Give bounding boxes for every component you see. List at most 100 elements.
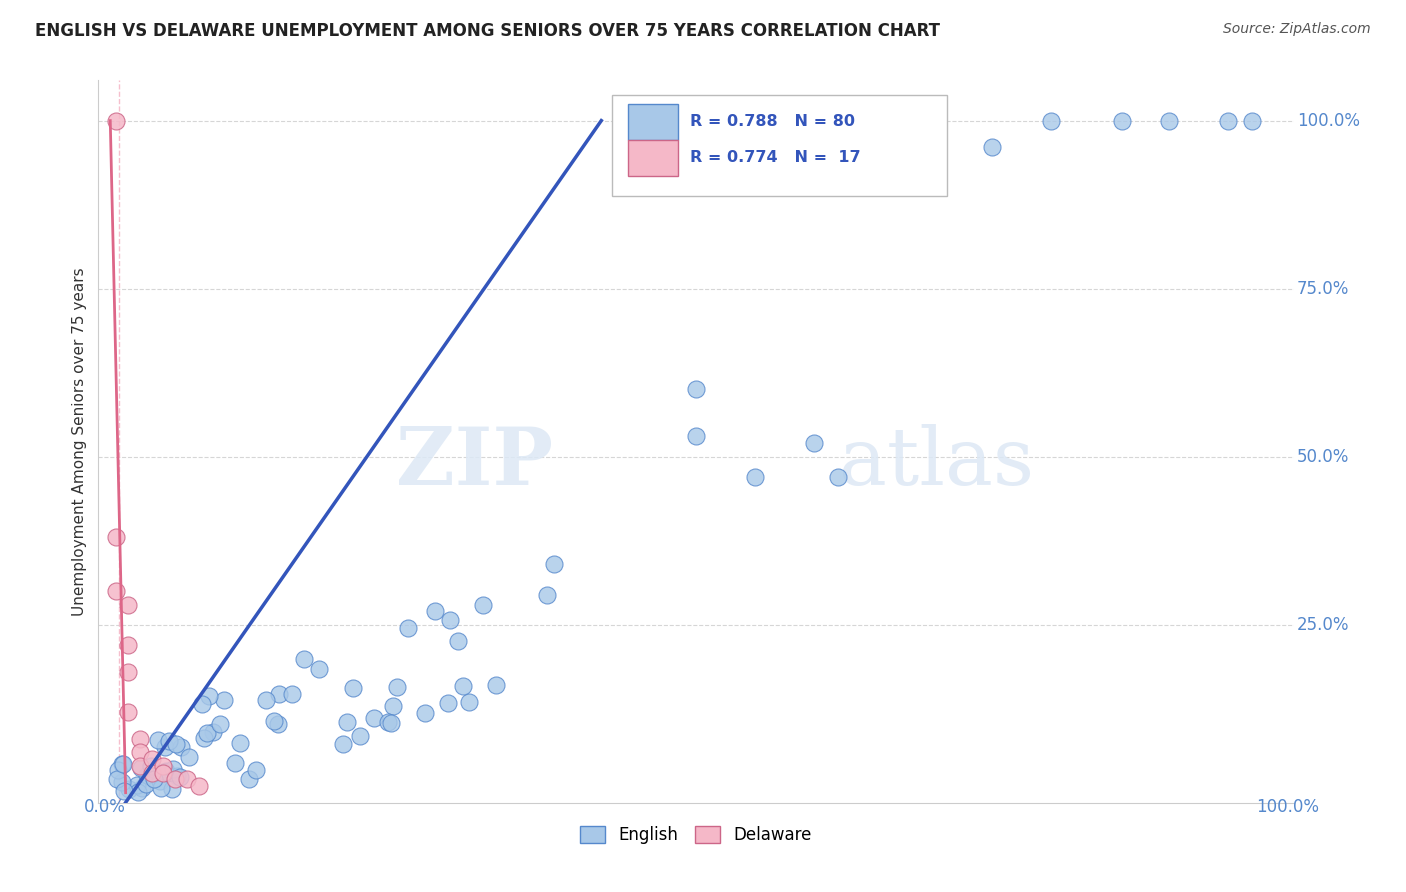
Text: 75.0%: 75.0% [1298,279,1350,298]
Point [165,772,187,787]
Point [127,778,149,792]
Point [229,736,252,750]
Point [157,734,180,748]
Point [377,714,399,729]
Text: R = 0.774   N =  17: R = 0.774 N = 17 [690,150,860,165]
Point [437,696,460,710]
Point [263,714,285,728]
Point [485,677,508,691]
Point [177,749,200,764]
Point [141,752,163,766]
Point [176,772,198,787]
Point [188,779,211,793]
Point [131,781,153,796]
Point [385,680,408,694]
Point [458,694,481,708]
Point [202,724,225,739]
Point [1159,113,1181,128]
Point [135,777,157,791]
Point [744,470,766,484]
Point [1111,113,1133,128]
Point [254,693,277,707]
Point [1241,113,1264,128]
Point [139,758,162,772]
Point [827,470,849,484]
Point [472,598,495,612]
Point [111,756,134,771]
Point [209,717,232,731]
Y-axis label: Unemployment Among Seniors over 75 years: Unemployment Among Seniors over 75 years [72,268,87,615]
Point [195,726,218,740]
Point [107,764,129,778]
Point [308,662,330,676]
Point [335,715,357,730]
Point [112,784,135,798]
Point [105,113,128,128]
Point [447,634,470,648]
Text: 0.0%: 0.0% [83,797,125,815]
FancyBboxPatch shape [628,104,678,139]
Point [162,762,184,776]
Point [396,621,419,635]
Point [363,711,385,725]
Point [342,681,364,695]
Point [148,733,170,747]
Point [292,652,315,666]
Point [1039,113,1062,128]
Point [423,604,446,618]
Point [117,598,139,612]
Point [105,584,128,599]
Point [349,729,371,743]
Point [127,785,149,799]
Point [169,740,191,755]
Point [224,756,246,771]
Point [118,781,141,796]
Text: ENGLISH VS DELAWARE UNEMPLOYMENT AMONG SENIORS OVER 75 YEARS CORRELATION CHART: ENGLISH VS DELAWARE UNEMPLOYMENT AMONG S… [35,22,941,40]
Point [281,687,304,701]
Point [117,665,139,679]
Text: 50.0%: 50.0% [1298,448,1350,466]
Point [165,738,187,752]
Point [543,558,565,572]
Point [111,774,134,789]
Point [139,765,162,780]
Point [1218,113,1240,128]
Text: ZIP: ZIP [395,425,553,502]
Point [128,745,150,759]
Point [536,588,558,602]
Point [685,383,707,397]
Text: 25.0%: 25.0% [1298,615,1350,633]
Point [155,764,177,779]
Point [142,772,165,786]
Point [198,689,221,703]
Text: Source: ZipAtlas.com: Source: ZipAtlas.com [1223,22,1371,37]
Point [149,773,172,788]
Point [166,769,188,783]
Point [439,613,461,627]
Text: 100.0%: 100.0% [1256,797,1319,815]
Point [413,706,436,720]
Point [155,764,177,778]
Point [105,530,128,544]
Point [453,679,475,693]
Point [117,638,139,652]
Text: R = 0.788   N = 80: R = 0.788 N = 80 [690,114,855,129]
Point [160,781,183,796]
Text: 100.0%: 100.0% [1298,112,1360,129]
Point [111,756,134,771]
Point [212,692,235,706]
Point [128,759,150,773]
Text: atlas: atlas [839,425,1035,502]
Point [155,740,177,755]
Point [131,761,153,775]
Point [152,765,174,780]
Point [141,765,163,780]
Point [380,715,402,730]
Point [803,436,825,450]
Point [238,772,260,786]
Point [382,698,405,713]
FancyBboxPatch shape [613,95,948,196]
Point [150,781,173,796]
Point [152,759,174,773]
Point [332,737,354,751]
